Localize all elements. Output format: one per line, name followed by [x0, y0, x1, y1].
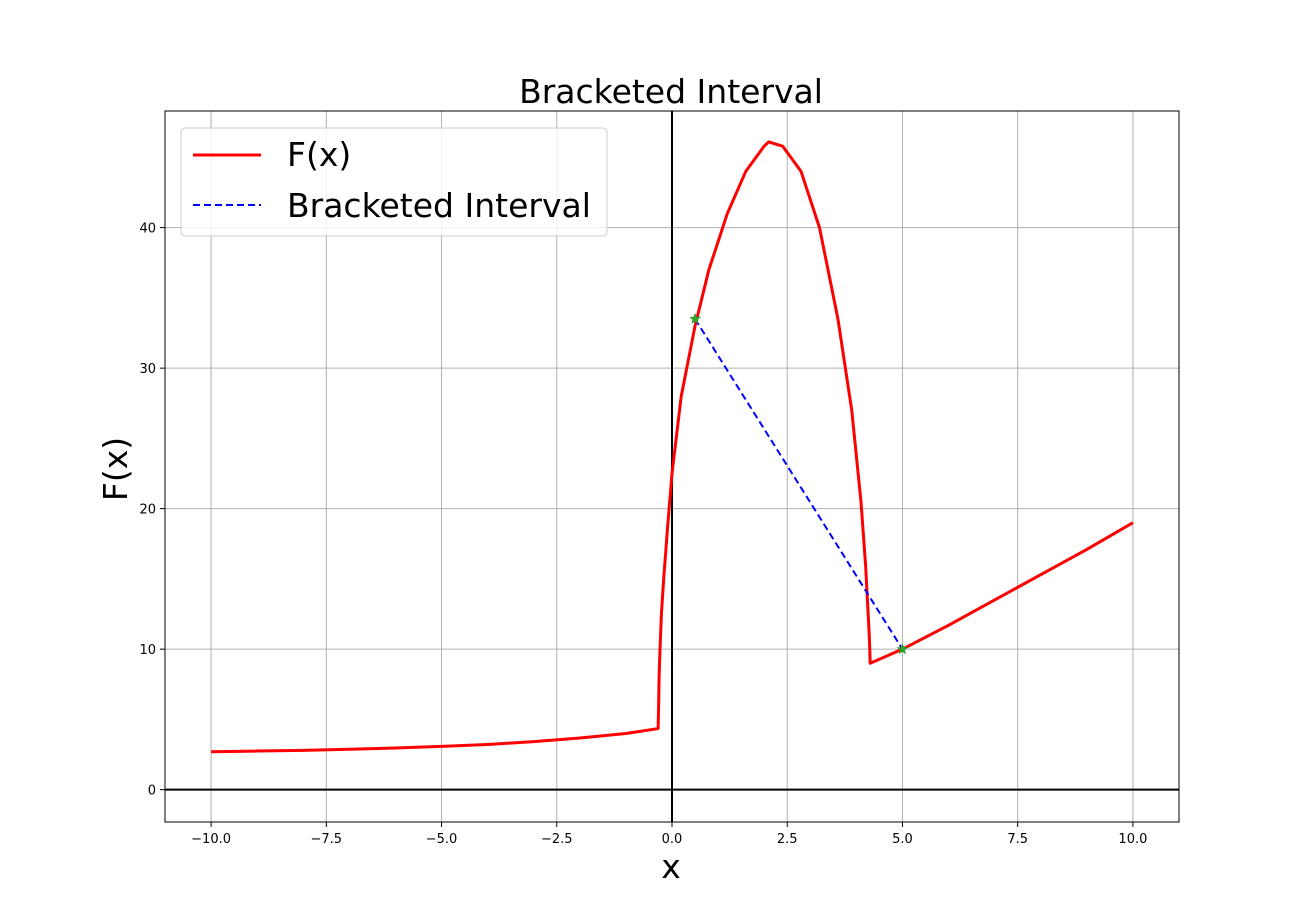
interval-endpoint-marker: [689, 312, 701, 324]
x-tick-label: 10.0: [1118, 832, 1147, 847]
series-lines: [211, 140, 1134, 754]
interval-endpoint-marker: [896, 643, 909, 655]
fx-curve: [211, 140, 1134, 754]
chart-title: Bracketed Interval: [519, 72, 823, 111]
x-axis-label: x: [661, 847, 681, 886]
legend-label-fx: F(x): [287, 135, 351, 174]
legend-label-bracketed-interval: Bracketed Interval: [287, 186, 591, 225]
y-tick-label: 20: [139, 503, 156, 518]
legend-box: [180, 127, 608, 237]
x-tick-label: −10.0: [191, 832, 231, 847]
bracketed-interval-line: [694, 318, 904, 650]
x-tick-label: −2.5: [541, 832, 573, 847]
x-tick-label: 5.0: [892, 832, 913, 847]
x-tick-label: 0.0: [662, 832, 683, 847]
x-tick-label: −7.5: [311, 832, 343, 847]
y-axis-label: F(x): [96, 437, 135, 501]
y-tick-label: 40: [139, 222, 156, 237]
x-tick-label: 2.5: [777, 832, 798, 847]
x-axis-ticks: −10.0 −7.5 −5.0 −2.5 0.0 2.5 5.0 7.5 10.0: [191, 822, 1147, 847]
x-tick-label: −5.0: [426, 832, 458, 847]
legend: F(x) Bracketed Interval: [180, 127, 608, 237]
x-tick-label: 7.5: [1007, 832, 1028, 847]
y-tick-label: 10: [139, 643, 156, 658]
y-axis-ticks: 0 10 20 30 40: [139, 222, 165, 799]
y-tick-label: 30: [139, 362, 156, 377]
y-tick-label: 0: [148, 784, 156, 799]
interval-markers: [689, 312, 909, 655]
